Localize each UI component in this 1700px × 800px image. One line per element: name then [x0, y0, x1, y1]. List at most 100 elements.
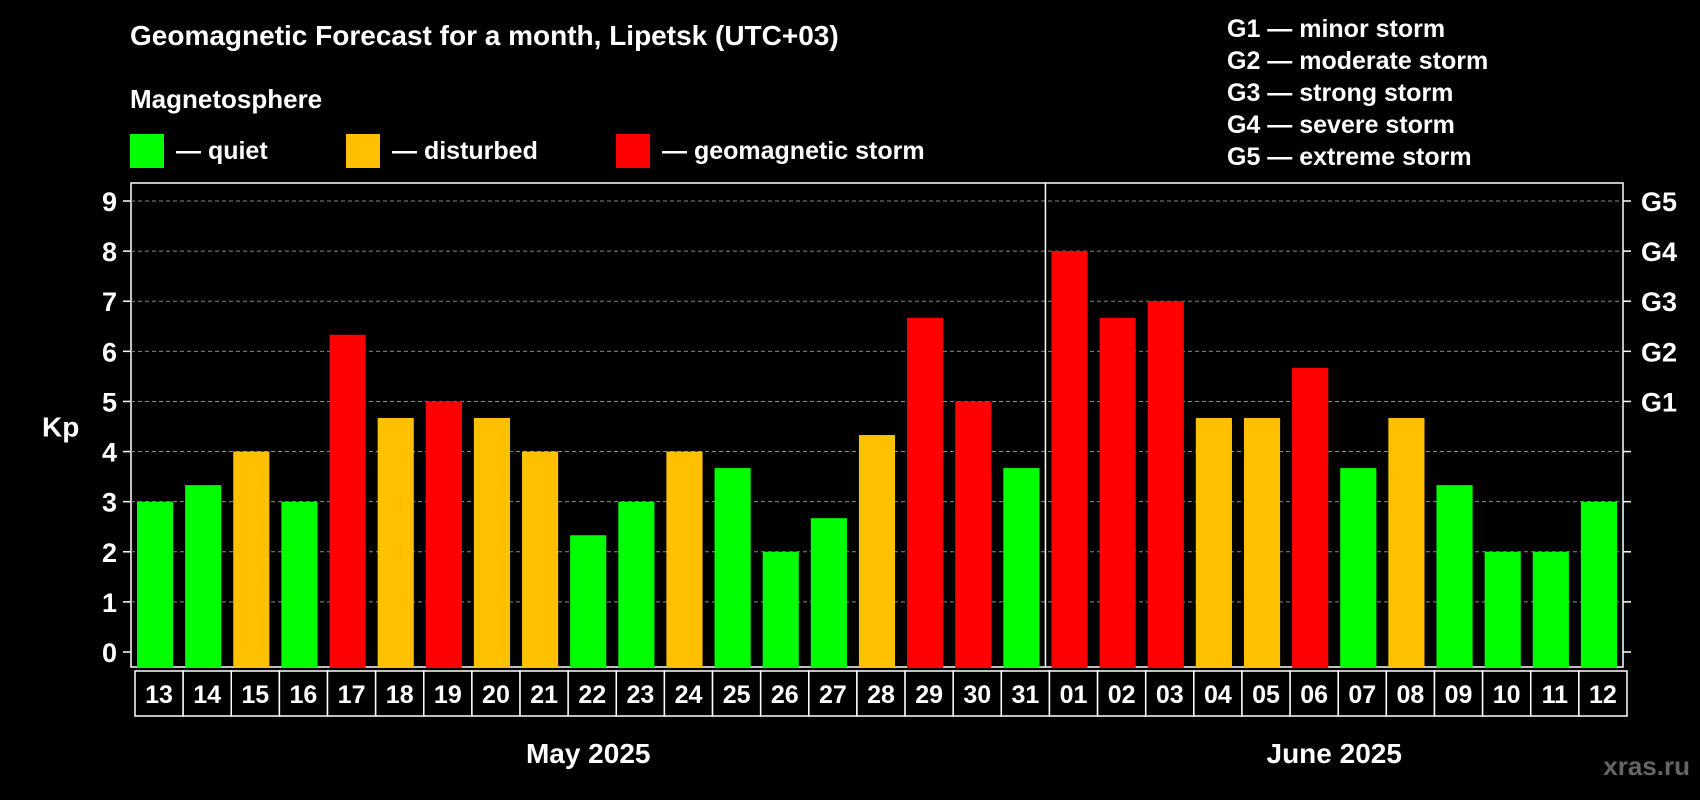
bar — [1099, 317, 1136, 668]
legend-label-quiet: — quiet — [176, 136, 268, 165]
bar — [185, 485, 222, 668]
legend-disturbed: — disturbed — [346, 134, 538, 168]
bar — [281, 501, 318, 668]
y-tick-label: 1 — [102, 588, 117, 618]
y-axis-label: Kp — [42, 412, 79, 443]
day-label-box — [1289, 670, 1339, 717]
bar — [1292, 367, 1329, 668]
x-tick-label: 05 — [1252, 681, 1280, 709]
day-label-box — [1578, 670, 1628, 717]
x-tick-label: 24 — [675, 681, 703, 709]
x-tick-label: 10 — [1493, 681, 1521, 709]
day-label-box — [904, 670, 954, 717]
x-tick-label: 09 — [1445, 681, 1473, 709]
x-tick-label: 16 — [290, 681, 318, 709]
day-label-box — [1000, 670, 1051, 717]
x-tick-label: 04 — [1204, 681, 1232, 709]
y-tick-label: 3 — [102, 488, 117, 518]
x-tick-label: 28 — [867, 681, 895, 709]
x-tick-label: 17 — [338, 681, 366, 709]
bar — [762, 551, 799, 668]
storm-scale-g4: G4 — severe storm — [1227, 111, 1455, 139]
bar — [810, 518, 847, 668]
x-tick-label: 26 — [771, 681, 799, 709]
watermark: xras.ru — [1603, 751, 1690, 781]
right-axis-label: G4 — [1641, 237, 1677, 267]
right-axis-label: G5 — [1641, 187, 1677, 217]
day-label-box — [952, 670, 1003, 717]
x-tick-label: 18 — [386, 681, 414, 709]
x-tick-label: 27 — [819, 681, 847, 709]
day-label-box — [1529, 670, 1580, 717]
day-label-box — [711, 670, 762, 717]
day-label-box — [471, 670, 521, 717]
y-tick-label: 8 — [102, 237, 117, 267]
day-label-box — [1241, 670, 1291, 717]
bar — [377, 417, 414, 668]
bar — [1147, 301, 1184, 668]
y-tick-label: 7 — [102, 287, 117, 317]
day-label-box — [423, 670, 473, 717]
bar — [858, 435, 896, 668]
legend-quiet: — quiet — [130, 134, 268, 168]
bar — [1003, 468, 1040, 668]
bar — [329, 334, 366, 668]
x-tick-label: 14 — [193, 681, 221, 709]
x-tick-label: 13 — [145, 681, 173, 709]
x-tick-label: 08 — [1397, 681, 1425, 709]
storm-scale-g5: G5 — extreme storm — [1227, 143, 1472, 171]
day-label-box — [1433, 670, 1484, 717]
day-label-box — [134, 670, 184, 717]
bar — [1532, 551, 1569, 668]
day-label-box — [374, 670, 425, 717]
y-tick-label: 9 — [102, 187, 117, 217]
storm-scale-g1: G1 — minor storm — [1227, 15, 1446, 43]
bar — [1484, 551, 1521, 668]
x-tick-label: 15 — [241, 681, 269, 709]
bar — [714, 468, 751, 668]
legend-swatch-disturbed — [346, 134, 380, 168]
month-label: June 2025 — [1267, 738, 1402, 769]
bar — [1340, 468, 1377, 668]
x-tick-label: 07 — [1348, 681, 1376, 709]
day-label-box — [1481, 670, 1532, 717]
y-tick-label: 4 — [102, 438, 117, 468]
legend-heading: Magnetosphere — [130, 84, 323, 114]
y-tick-label: 0 — [102, 638, 117, 668]
storm-scale-g2: G2 — moderate storm — [1227, 47, 1489, 75]
day-label-box — [519, 670, 569, 717]
bar — [1195, 417, 1232, 668]
day-label-box — [567, 670, 618, 717]
day-label-box — [182, 670, 233, 717]
legend-label-disturbed: — disturbed — [392, 136, 538, 165]
x-tick-label: 21 — [530, 681, 558, 709]
bar — [425, 401, 462, 668]
x-tick-label: 29 — [915, 681, 943, 709]
day-label-box — [615, 670, 666, 717]
chart-title: Geomagnetic Forecast for a month, Lipets… — [130, 20, 839, 51]
bar — [1388, 417, 1425, 668]
legend-storm: — geomagnetic storm — [616, 134, 925, 168]
x-tick-label: 22 — [578, 681, 606, 709]
x-tick-label: 31 — [1011, 681, 1039, 709]
storm-scale-g3: G3 — strong storm — [1227, 79, 1454, 107]
x-tick-label: 02 — [1108, 681, 1136, 709]
x-tick-label: 06 — [1300, 681, 1328, 709]
bar — [137, 501, 174, 668]
x-tick-label: 25 — [723, 681, 751, 709]
bar — [907, 317, 944, 668]
bar — [473, 417, 511, 668]
right-axis-label: G1 — [1641, 387, 1677, 417]
x-tick-label: 01 — [1060, 681, 1088, 709]
legend-label-storm: — geomagnetic storm — [662, 136, 925, 165]
right-axis-label: G3 — [1641, 287, 1677, 317]
bar — [1580, 501, 1617, 668]
day-label-box — [1144, 670, 1195, 717]
day-label-box — [856, 670, 906, 717]
bar — [1051, 251, 1088, 668]
storm-scale-legend: G1 — minor storm G2 — moderate storm G3 … — [1227, 13, 1488, 173]
legend-swatch-storm — [616, 134, 650, 168]
right-axis-label: G2 — [1641, 337, 1677, 367]
x-tick-label: 03 — [1156, 681, 1184, 709]
